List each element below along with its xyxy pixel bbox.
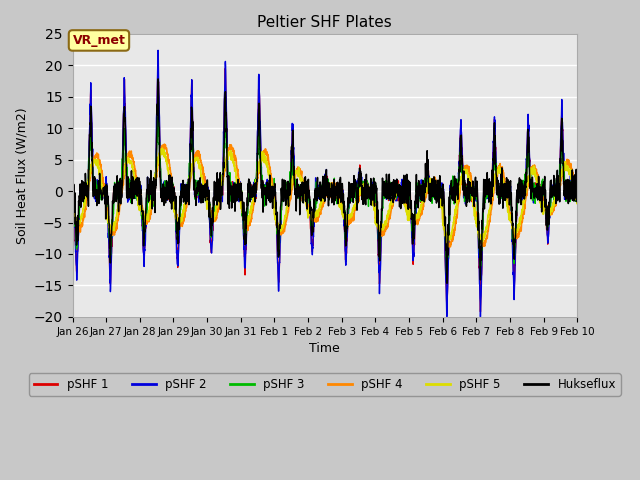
pSHF 4 xyxy=(161,142,168,147)
pSHF 5 xyxy=(210,216,218,222)
pSHF 2 xyxy=(472,179,479,185)
pSHF 2 xyxy=(543,230,551,236)
Hukseflux xyxy=(529,189,537,194)
Line: pSHF 4: pSHF 4 xyxy=(72,144,577,247)
Hukseflux xyxy=(443,280,451,286)
pSHF 3 xyxy=(472,185,479,191)
pSHF 5 xyxy=(573,197,581,203)
Hukseflux xyxy=(339,191,347,197)
pSHF 5 xyxy=(529,168,537,173)
Line: pSHF 2: pSHF 2 xyxy=(72,50,577,317)
X-axis label: Time: Time xyxy=(310,342,340,355)
pSHF 4 xyxy=(68,198,76,204)
Hukseflux xyxy=(472,174,479,180)
pSHF 1 xyxy=(339,198,347,204)
pSHF 4 xyxy=(339,211,347,216)
pSHF 4 xyxy=(543,209,551,215)
pSHF 5 xyxy=(159,145,166,151)
pSHF 3 xyxy=(339,198,347,204)
pSHF 3 xyxy=(221,109,229,115)
pSHF 1 xyxy=(543,227,551,232)
pSHF 2 xyxy=(350,189,358,194)
pSHF 1 xyxy=(68,182,76,188)
pSHF 5 xyxy=(543,206,551,212)
pSHF 4 xyxy=(529,163,537,168)
pSHF 5 xyxy=(339,210,347,216)
pSHF 5 xyxy=(68,204,76,210)
pSHF 4 xyxy=(472,209,479,215)
pSHF 1 xyxy=(210,213,218,218)
pSHF 3 xyxy=(443,270,451,276)
pSHF 4 xyxy=(447,244,454,250)
pSHF 2 xyxy=(443,314,451,320)
pSHF 4 xyxy=(350,212,358,217)
pSHF 5 xyxy=(472,212,479,218)
Line: pSHF 1: pSHF 1 xyxy=(72,59,577,312)
pSHF 3 xyxy=(68,179,76,185)
pSHF 2 xyxy=(68,190,76,196)
pSHF 5 xyxy=(478,240,486,245)
pSHF 4 xyxy=(210,213,218,219)
pSHF 3 xyxy=(573,189,581,195)
Legend: pSHF 1, pSHF 2, pSHF 3, pSHF 4, pSHF 5, Hukseflux: pSHF 1, pSHF 2, pSHF 3, pSHF 4, pSHF 5, … xyxy=(29,373,621,396)
pSHF 3 xyxy=(529,191,537,197)
Line: Hukseflux: Hukseflux xyxy=(72,79,577,283)
Text: VR_met: VR_met xyxy=(72,34,125,47)
Hukseflux xyxy=(573,186,581,192)
Y-axis label: Soil Heat Flux (W/m2): Soil Heat Flux (W/m2) xyxy=(15,107,28,244)
pSHF 3 xyxy=(209,209,217,215)
pSHF 5 xyxy=(350,203,358,208)
pSHF 2 xyxy=(154,48,162,53)
pSHF 1 xyxy=(529,191,537,197)
pSHF 2 xyxy=(339,199,347,204)
pSHF 2 xyxy=(573,189,581,195)
pSHF 1 xyxy=(154,56,162,62)
Title: Peltier SHF Plates: Peltier SHF Plates xyxy=(257,15,392,30)
Hukseflux xyxy=(68,191,76,196)
Line: pSHF 5: pSHF 5 xyxy=(72,148,577,242)
Hukseflux xyxy=(350,194,358,200)
pSHF 2 xyxy=(529,183,537,189)
pSHF 2 xyxy=(210,219,218,225)
Hukseflux xyxy=(543,204,551,210)
pSHF 1 xyxy=(477,309,484,314)
pSHF 1 xyxy=(350,184,358,190)
Hukseflux xyxy=(154,76,162,82)
pSHF 3 xyxy=(350,192,358,198)
Hukseflux xyxy=(210,194,218,200)
Line: pSHF 3: pSHF 3 xyxy=(72,112,577,273)
pSHF 1 xyxy=(573,188,581,194)
pSHF 4 xyxy=(573,195,581,201)
pSHF 1 xyxy=(472,194,479,200)
pSHF 3 xyxy=(543,217,551,223)
